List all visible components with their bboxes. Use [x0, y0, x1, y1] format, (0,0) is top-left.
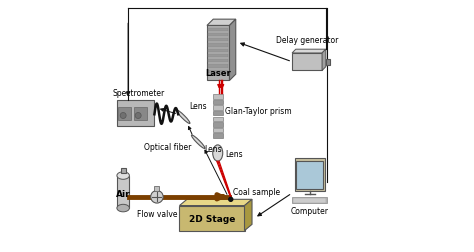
Bar — [208, 70, 228, 74]
Polygon shape — [180, 200, 252, 206]
Bar — [208, 60, 228, 63]
Text: Lens: Lens — [225, 149, 243, 158]
Bar — [213, 94, 223, 99]
Bar — [213, 128, 223, 133]
Text: Coal sample: Coal sample — [233, 187, 281, 197]
Polygon shape — [229, 20, 236, 81]
Bar — [117, 101, 155, 126]
Bar — [296, 161, 323, 190]
Bar — [208, 55, 228, 58]
Bar — [134, 107, 147, 121]
Text: Lens: Lens — [190, 102, 207, 111]
Circle shape — [135, 113, 141, 119]
Ellipse shape — [213, 145, 223, 162]
Bar — [213, 106, 223, 110]
Bar — [207, 26, 229, 81]
Circle shape — [229, 198, 233, 202]
Text: Laser: Laser — [205, 69, 231, 77]
Bar — [213, 134, 223, 138]
Bar — [208, 49, 228, 53]
Ellipse shape — [191, 136, 205, 149]
Polygon shape — [292, 50, 326, 54]
Polygon shape — [245, 200, 252, 231]
Ellipse shape — [117, 205, 129, 212]
Bar — [292, 54, 322, 71]
Ellipse shape — [176, 111, 190, 124]
Text: Air: Air — [116, 189, 130, 198]
Bar — [294, 159, 325, 191]
Ellipse shape — [117, 172, 129, 180]
Bar — [208, 34, 228, 37]
Bar — [208, 28, 228, 32]
Bar — [292, 197, 327, 203]
Text: Flow valve: Flow valve — [137, 209, 177, 218]
Text: Optical fiber: Optical fiber — [145, 143, 192, 152]
Bar — [326, 60, 329, 66]
Bar — [293, 198, 326, 203]
Text: Computer: Computer — [291, 206, 328, 215]
Text: Delay generator: Delay generator — [276, 36, 338, 45]
Bar — [208, 44, 228, 47]
Polygon shape — [322, 50, 326, 71]
Bar — [155, 186, 159, 191]
Bar — [213, 123, 223, 127]
Polygon shape — [207, 20, 236, 26]
Bar — [118, 107, 131, 121]
Text: 2D Stage: 2D Stage — [189, 214, 235, 223]
Text: Glan-Taylor prism: Glan-Taylor prism — [225, 107, 292, 116]
Bar — [180, 206, 245, 231]
Bar — [213, 111, 223, 116]
Text: Lens: Lens — [204, 144, 222, 153]
Bar — [208, 65, 228, 69]
Circle shape — [120, 113, 126, 119]
Bar — [117, 176, 129, 208]
Text: Spectrometer: Spectrometer — [112, 88, 164, 97]
Bar — [208, 39, 228, 42]
Bar — [121, 168, 126, 173]
Bar — [213, 117, 223, 122]
Circle shape — [151, 191, 163, 203]
Bar — [213, 100, 223, 105]
